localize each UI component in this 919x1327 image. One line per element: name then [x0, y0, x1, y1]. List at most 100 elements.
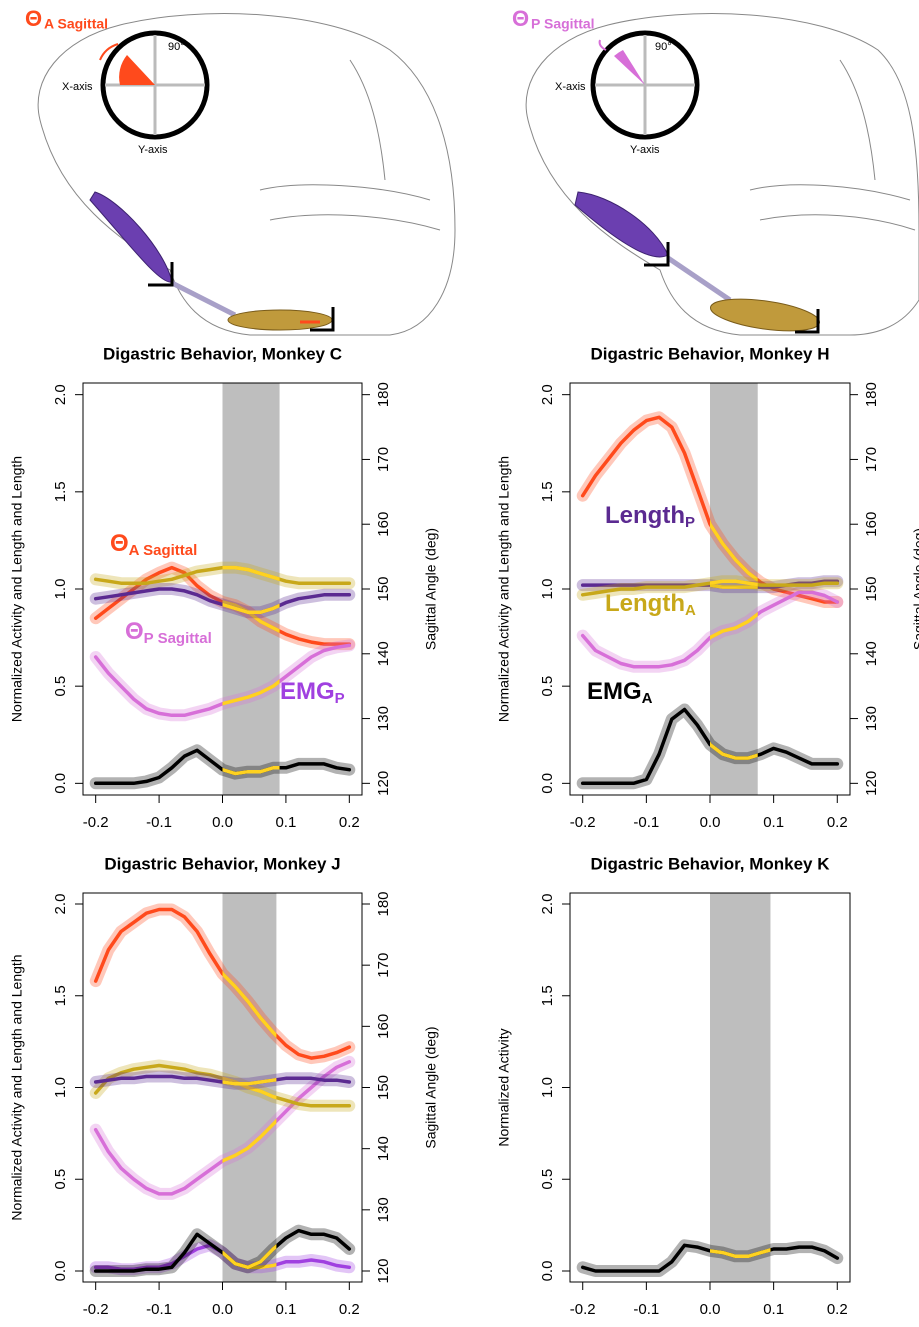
- y-axis-label: Y-axis: [630, 144, 660, 156]
- annotation: EMGP: [280, 678, 345, 707]
- y2-tick-label: 140: [375, 641, 392, 666]
- annotation: EMGA: [587, 678, 653, 707]
- diagram-a: Θ A Sagittal 90° X-axis Y-axis: [25, 6, 456, 336]
- chart-title: Digastric Behavior, Monkey K: [590, 854, 830, 873]
- annotation-subscript: P: [685, 514, 695, 531]
- y-axis-label: Y-axis: [138, 144, 168, 156]
- shaded-window: [710, 893, 771, 1282]
- annotation: ΘA Sagittal: [110, 530, 197, 559]
- y2-tick-label: 170: [863, 447, 880, 472]
- x-tick-label: 0.2: [827, 1301, 848, 1318]
- y2-tick-label: 160: [375, 1014, 392, 1039]
- x-tick-label: -0.1: [633, 1301, 659, 1318]
- chart-title: Digastric Behavior, Monkey H: [590, 344, 829, 363]
- y-tick-label: 1.5: [539, 481, 556, 502]
- x-tick-label: -0.2: [83, 1301, 109, 1318]
- annotation: LengthA: [605, 590, 696, 619]
- x-tick-label: 0.1: [763, 1301, 784, 1318]
- diagram-p: Θ P Sagittal 90° X-axis Y-axis: [512, 6, 919, 336]
- annotation-subscript: P Sagittal: [144, 630, 212, 647]
- y2-tick-label: 180: [375, 382, 392, 407]
- annotation-subscript: A Sagittal: [129, 542, 198, 559]
- y-tick-label: 1.5: [539, 985, 556, 1006]
- y2-tick-label: 170: [375, 953, 392, 978]
- y2-tick-label: 140: [375, 1136, 392, 1161]
- chart: Digastric Behavior, Monkey C -0.2 -0.1 0.0 0…: [9, 344, 439, 830]
- y-tick-label: 1.0: [539, 1077, 556, 1098]
- y2-tick-label: 160: [375, 512, 392, 537]
- y2-tick-label: 120: [863, 771, 880, 796]
- y2-tick-label: 160: [863, 512, 880, 537]
- annotation-text: Θ: [110, 530, 129, 557]
- y-tick-label: 0.5: [539, 676, 556, 697]
- y-tick-label: 1.5: [52, 985, 69, 1006]
- y-tick-label: 0.0: [52, 1261, 69, 1282]
- y-tick-label: 1.0: [539, 579, 556, 600]
- y2-tick-label: 130: [863, 706, 880, 731]
- annotation-subscript: A: [642, 690, 653, 707]
- y-tick-label: 2.0: [539, 894, 556, 915]
- y2-axis-label: Sagittal Angle (deg): [911, 528, 919, 650]
- x-tick-label: 0.1: [763, 814, 784, 831]
- y2-tick-label: 180: [863, 382, 880, 407]
- y2-axis-label: Sagittal Angle (deg): [423, 1026, 439, 1148]
- y2-tick-label: 180: [375, 891, 392, 916]
- annotation-subscript: P: [335, 690, 345, 707]
- x-tick-label: -0.2: [83, 814, 109, 831]
- x-tick-label: 0.2: [339, 1301, 360, 1318]
- diagram-symbol: Θ: [25, 6, 42, 31]
- chart-title: Digastric Behavior, Monkey J: [104, 854, 340, 873]
- diagram-symbol: Θ: [512, 6, 529, 31]
- y2-tick-label: 150: [863, 576, 880, 601]
- y2-tick-label: 150: [375, 1075, 392, 1100]
- y-tick-label: 0.0: [52, 773, 69, 794]
- x-tick-label: 0.0: [212, 1301, 233, 1318]
- angle-label: 90°: [168, 41, 185, 53]
- x-tick-label: 0.1: [275, 814, 296, 831]
- shaded-window: [222, 383, 280, 795]
- annotation: ΘP Sagittal: [125, 618, 212, 647]
- chart: Digastric Behavior, Monkey H -0.2 -0.1 0.0 0…: [496, 344, 919, 830]
- x-tick-label: 0.1: [275, 1301, 296, 1318]
- annotation-text: Length: [605, 590, 685, 617]
- y-axis-label: Normalized Activity and Length and Lengt…: [496, 456, 512, 722]
- y-tick-label: 1.5: [52, 481, 69, 502]
- annotation-text: EMG: [587, 678, 642, 705]
- y2-tick-label: 130: [375, 706, 392, 731]
- y2-tick-label: 170: [375, 447, 392, 472]
- y2-tick-label: 120: [375, 1258, 392, 1283]
- y-tick-label: 2.0: [539, 384, 556, 405]
- y-tick-label: 2.0: [52, 894, 69, 915]
- shaded-window: [710, 383, 758, 795]
- y-tick-label: 0.5: [52, 676, 69, 697]
- x-tick-label: 0.2: [827, 814, 848, 831]
- x-axis-label: X-axis: [555, 81, 586, 93]
- y-tick-label: 1.0: [52, 579, 69, 600]
- y2-axis-label: Sagittal Angle (deg): [423, 528, 439, 650]
- angle-label: 90°: [655, 41, 672, 53]
- x-tick-label: 0.0: [700, 814, 721, 831]
- y2-tick-label: 130: [375, 1197, 392, 1222]
- x-tick-label: -0.2: [570, 1301, 596, 1318]
- annotation-subscript: A: [685, 602, 696, 619]
- y-tick-label: 0.5: [539, 1169, 556, 1190]
- chart: Digastric Behavior, Monkey K -0.2 -0.1 0.0 0…: [496, 854, 851, 1318]
- y-tick-label: 0.0: [539, 1261, 556, 1282]
- y-tick-label: 0.0: [539, 773, 556, 794]
- x-tick-label: 0.0: [212, 814, 233, 831]
- x-tick-label: -0.1: [146, 814, 172, 831]
- annotation-text: Θ: [125, 618, 144, 645]
- y-axis-label: Normalized Activity and Length and Lengt…: [9, 456, 25, 722]
- chart-title: Digastric Behavior, Monkey C: [103, 344, 342, 363]
- y2-tick-label: 150: [375, 576, 392, 601]
- annotation: LengthP: [605, 502, 695, 531]
- y-axis-label: Normalized Activity and Length and Lengt…: [9, 954, 25, 1220]
- y-axis-label: Normalized Activity: [496, 1028, 512, 1146]
- diagram-subscript: A Sagittal: [44, 16, 108, 32]
- y-tick-label: 1.0: [52, 1077, 69, 1098]
- x-tick-label: -0.2: [570, 814, 596, 831]
- y-tick-label: 0.5: [52, 1169, 69, 1190]
- y-tick-label: 2.0: [52, 384, 69, 405]
- x-tick-label: 0.2: [339, 814, 360, 831]
